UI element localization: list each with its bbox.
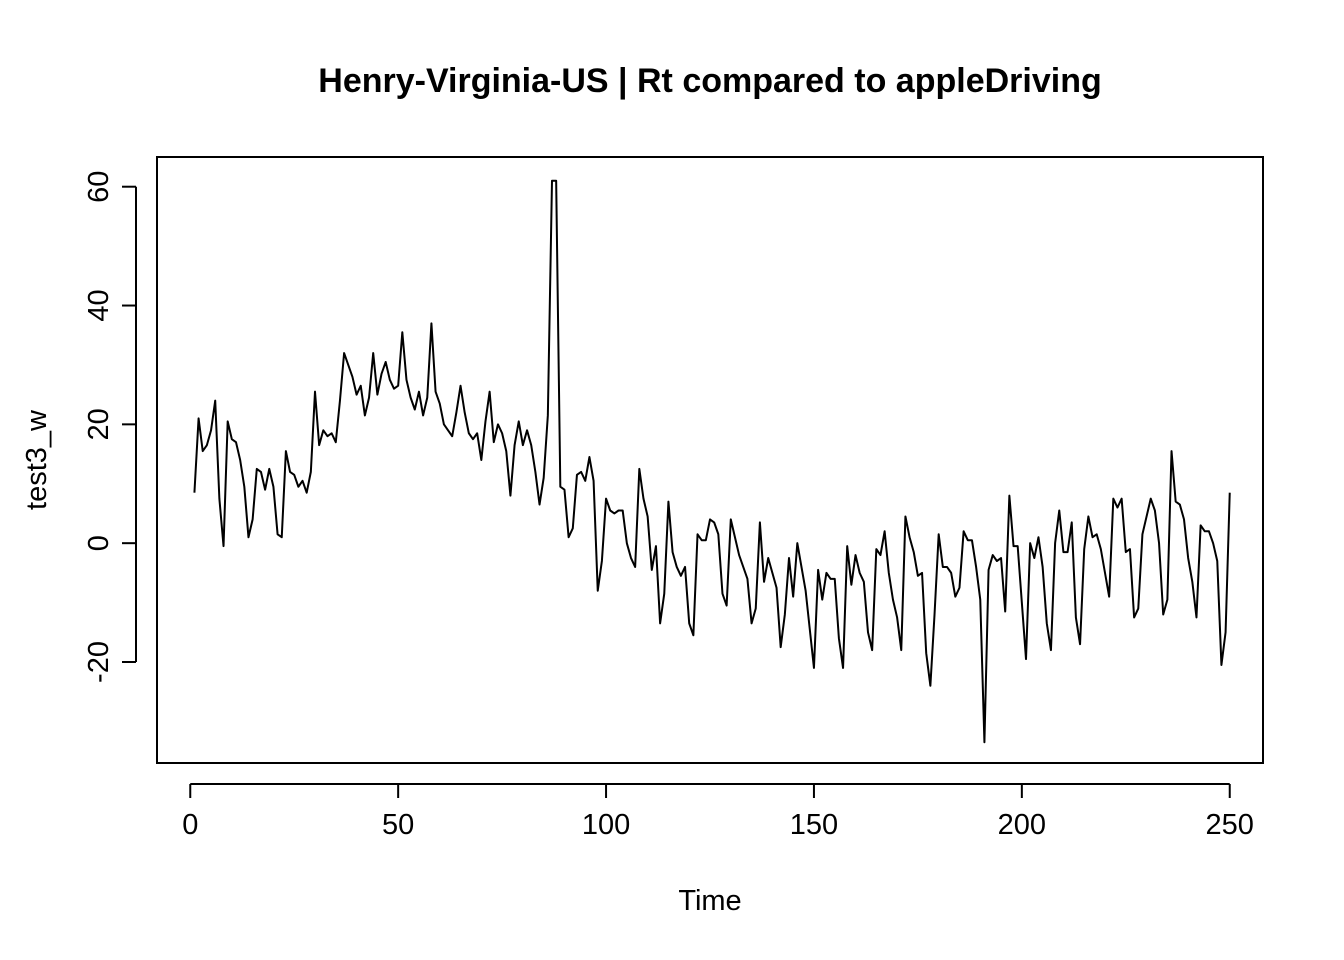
- x-tick-label: 50: [382, 809, 414, 841]
- x-tick-label: 0: [182, 809, 198, 841]
- y-axis: -20 0 20 40 60: [83, 171, 137, 683]
- x-tick-label: 100: [582, 809, 630, 841]
- x-tick-label: 200: [998, 809, 1046, 841]
- x-axis-label: Time: [678, 885, 741, 917]
- x-tick-label: 150: [790, 809, 838, 841]
- chart-title: Henry-Virginia-US | Rt compared to apple…: [318, 62, 1101, 100]
- x-axis: 0 50 100 150 200 250: [182, 783, 1254, 841]
- y-tick-label: 60: [83, 171, 115, 203]
- x-tick-label: 250: [1206, 809, 1254, 841]
- y-tick-label: 20: [83, 408, 115, 440]
- series-line: [193, 179, 1231, 744]
- y-tick-label: 0: [83, 535, 115, 551]
- plot-frame: [156, 156, 1264, 764]
- y-axis-label: test3_w: [21, 409, 53, 510]
- y-tick-label: -20: [83, 641, 115, 683]
- y-tick-label: 40: [83, 289, 115, 321]
